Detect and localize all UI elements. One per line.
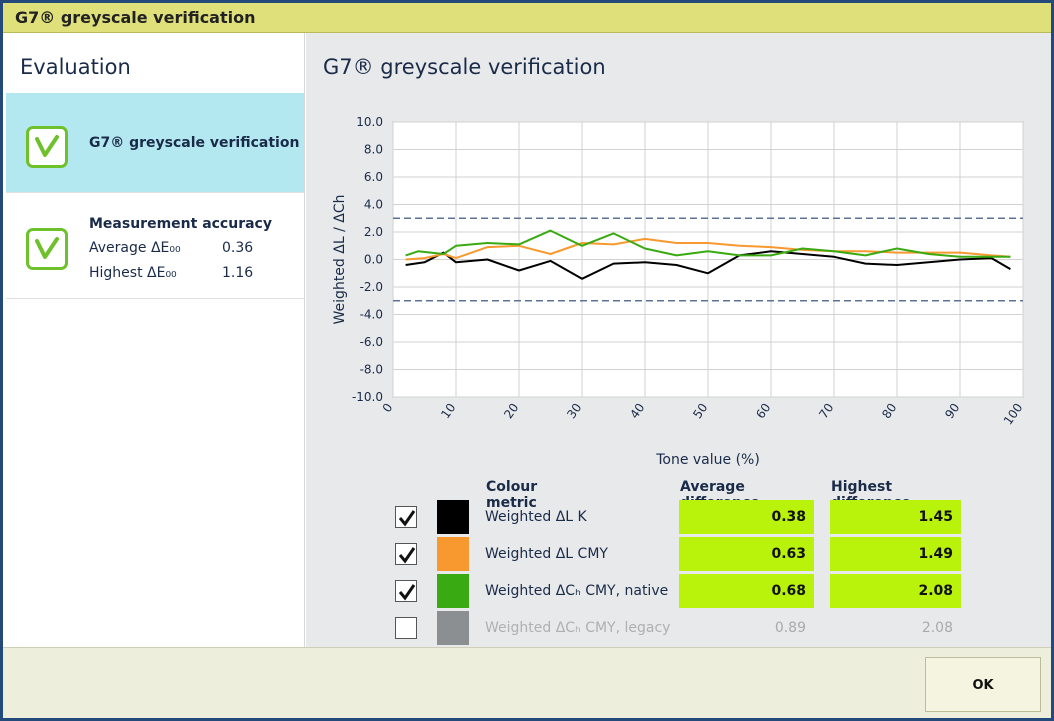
color-swatch [437,574,469,608]
sidebar-title: Evaluation [20,55,131,79]
average-difference: 0.38 [679,500,814,534]
x-tick-label: 100 [1001,401,1026,428]
color-swatch [437,537,469,571]
metric-checkbox[interactable] [395,580,417,602]
highest-difference: 1.49 [830,537,961,571]
series-line [405,250,1011,280]
x-tick-label: 70 [816,401,836,422]
y-tick-label: -6.0 [360,335,383,349]
page-title: G7® greyscale verification [323,55,606,79]
header-colour-metric: Colour metric [486,479,538,511]
y-tick-label: 4.0 [364,198,383,212]
average-difference: 0.89 [774,620,806,636]
table-row: Weighted ΔL CMY 0.63 1.49 [306,536,1051,572]
highest-delta-e: Highest ΔE₀₀ 1.16 [89,265,253,281]
metric-checkbox[interactable] [395,617,417,639]
series-line [405,229,1011,258]
x-tick-label: 0 [380,401,396,415]
detail-pane: G7® greyscale verification 10.0 8.0 6.0 4.0… [306,33,1051,647]
series-line [405,237,1011,261]
highest-difference: 2.08 [921,620,953,636]
table-row: Weighted ΔCₕ CMY, legacy 0.89 2.08 [306,610,1051,646]
x-tick-label: 90 [942,401,962,422]
y-tick-label: -10.0 [352,390,383,404]
ok-button[interactable]: OK [925,657,1041,712]
metric-checkbox[interactable] [395,506,417,528]
y-tick-label: -2.0 [360,280,383,294]
pass-check-icon [26,228,68,270]
y-tick-label: 0.0 [364,253,383,267]
average-delta-e-label: Average ΔE₀₀ [89,240,181,256]
metric-name: Weighted ΔL CMY [485,546,608,562]
metric-name: Weighted ΔL K [485,509,587,525]
y-tick-label: -8.0 [360,363,383,377]
sidebar-item-measurement-accuracy[interactable]: Measurement accuracy Average ΔE₀₀ 0.36 H… [6,194,304,299]
average-delta-e-value: 0.36 [222,240,254,256]
metric-name: Weighted ΔCₕ CMY, legacy [485,620,671,636]
x-axis-label: Tone value (%) [655,452,760,468]
metric-checkbox[interactable] [395,543,417,565]
sidebar-item-label: Measurement accuracy [89,216,272,232]
x-tick-label: 10 [438,401,458,422]
average-delta-e: Average ΔE₀₀ 0.36 [89,240,253,256]
average-difference: 0.63 [679,537,814,571]
y-tick-label: 10.0 [356,115,383,129]
highest-delta-e-label: Highest ΔE₀₀ [89,265,177,281]
average-difference: 0.68 [679,574,814,608]
window-title: G7® greyscale verification [3,3,1051,33]
y-tick-label: 2.0 [364,225,383,239]
x-tick-label: 60 [753,401,773,422]
table-row: Weighted ΔCₕ CMY, native 0.68 2.08 [306,573,1051,609]
metric-name: Weighted ΔCₕ CMY, native [485,583,669,599]
y-tick-label: 6.0 [364,170,383,184]
color-swatch [437,500,469,534]
x-tick-label: 30 [564,401,584,422]
highest-difference: 2.08 [830,574,961,608]
x-tick-label: 40 [627,401,647,422]
highest-difference: 1.45 [830,500,961,534]
x-tick-label: 80 [879,401,899,422]
y-axis-label: Weighted ΔL / ΔCh [332,195,348,325]
pass-check-icon [26,126,68,168]
highest-delta-e-value: 1.16 [222,265,254,281]
x-tick-label: 20 [501,401,521,422]
color-swatch [437,611,469,645]
y-tick-label: -4.0 [360,308,383,322]
table-row: Weighted ΔL K 0.38 1.45 [306,499,1051,535]
greyscale-chart: 10.0 8.0 6.0 4.0 2.0 0.0 -2.0 -4.0 -6.0 -8.0 -10.0… [332,115,1026,468]
sidebar-item-label: G7® greyscale verification [89,135,300,151]
x-tick-label: 50 [690,401,710,422]
sidebar-item-greyscale-verification[interactable]: G7® greyscale verification [6,93,304,193]
evaluation-sidebar: Evaluation G7® greyscale verification Me… [3,33,305,647]
dialog-footer: OK [3,647,1051,718]
y-tick-label: 8.0 [364,143,383,157]
